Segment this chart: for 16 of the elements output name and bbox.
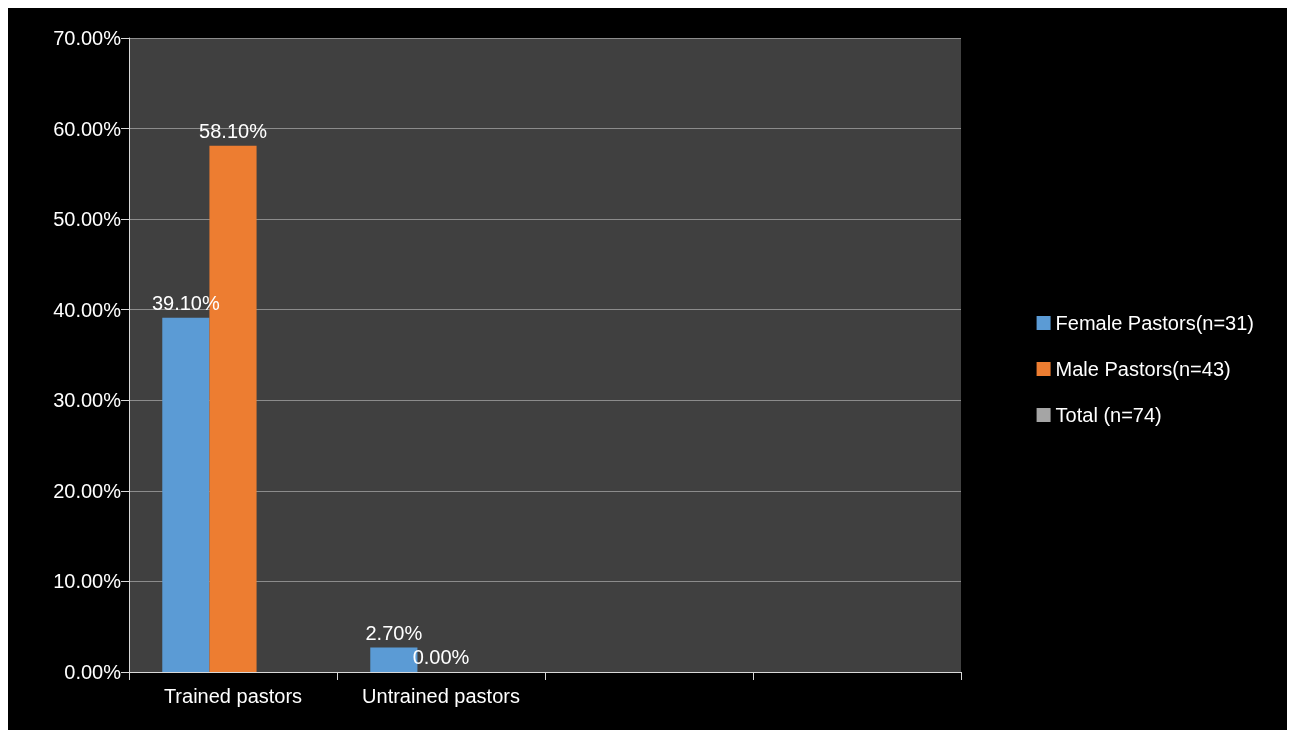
data-label: 58.10% <box>199 119 268 142</box>
y-tick-label: 70.00% <box>53 27 122 49</box>
y-tick-label: 20.00% <box>53 479 122 502</box>
legend-label: Female Pastors(n=31) <box>1055 312 1254 334</box>
bar <box>162 317 210 672</box>
data-label: 2.70% <box>365 621 423 644</box>
y-tick-label: 10.00% <box>53 570 122 593</box>
y-tick-label: 40.00% <box>53 298 122 321</box>
legend-label: Male Pastors(n=43) <box>1055 358 1231 380</box>
x-tick-label: Untrained pastors <box>362 685 520 707</box>
y-tick-label: 60.00% <box>53 117 122 140</box>
legend-label: Total (n=74) <box>1055 404 1162 426</box>
x-tick-label: Trained pastors <box>163 685 303 707</box>
y-tick-label: 0.00% <box>64 661 122 683</box>
y-tick-label: 50.00% <box>53 208 122 231</box>
y-tick-label: 30.00% <box>53 389 122 412</box>
